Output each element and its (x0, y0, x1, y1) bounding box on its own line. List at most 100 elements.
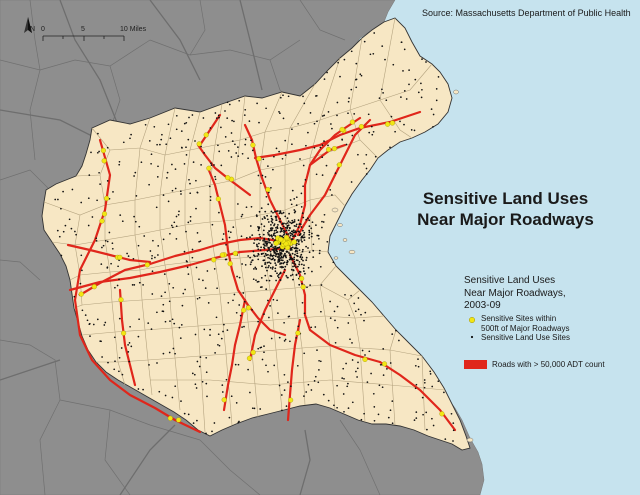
site-dot (264, 266, 267, 269)
site-dot (287, 224, 290, 227)
site-dot (297, 230, 300, 233)
site-dot (415, 383, 418, 386)
legend-title: Sensitive Land Uses Near Major Roadways,… (464, 275, 624, 313)
site-dot (269, 305, 271, 307)
site-dot (271, 255, 274, 258)
site-dot (133, 284, 136, 286)
site-dot (269, 253, 272, 256)
site-dot (267, 232, 269, 234)
site-dot (180, 130, 183, 132)
site-dot (287, 276, 289, 279)
site-dot (270, 234, 273, 237)
site-dot (147, 322, 150, 324)
site-dot (62, 190, 64, 193)
site-dot (298, 231, 301, 233)
site-dot (332, 261, 335, 264)
site-dot (257, 280, 260, 283)
site-dot (218, 211, 220, 214)
site-dot (273, 248, 276, 250)
north-arrow-icon (24, 17, 32, 33)
site-dot (171, 163, 173, 166)
site-dot (269, 250, 272, 253)
site-dot (233, 120, 235, 123)
site-dot (117, 265, 119, 268)
site-dot (264, 176, 267, 178)
site-dot (226, 101, 229, 104)
site-dot (298, 234, 301, 237)
site-dot (274, 245, 277, 248)
site-dot (250, 139, 252, 142)
site-dot (97, 132, 99, 135)
site-dot (163, 273, 166, 275)
legend-item-sites-within-500ft: Sensitive Sites within 500ft of Major Ro… (481, 314, 570, 334)
site-near-road-dot (91, 284, 97, 290)
site-dot (249, 391, 251, 394)
site-dot (98, 150, 100, 153)
site-dot (138, 225, 141, 228)
site-dot (350, 181, 353, 183)
site-dot (284, 252, 286, 255)
site-dot (278, 384, 281, 387)
site-dot (62, 230, 65, 233)
site-dot (202, 279, 204, 282)
site-dot (180, 324, 183, 326)
site-dot (363, 40, 366, 43)
site-dot (185, 230, 187, 233)
site-dot (292, 221, 295, 224)
site-dot (303, 312, 306, 315)
site-dot (210, 162, 212, 165)
site-dot (303, 270, 305, 273)
site-dot (300, 206, 303, 208)
road-route3-south (378, 360, 457, 432)
site-dot (347, 382, 349, 385)
site-dot (336, 326, 339, 329)
site-dot (274, 255, 277, 258)
site-dot (263, 238, 266, 241)
site-dot (282, 262, 285, 265)
site-dot (235, 152, 238, 154)
site-dot (347, 322, 350, 324)
site-dot (279, 234, 281, 237)
site-dot (417, 358, 419, 360)
site-dot (289, 256, 292, 259)
site-dot (278, 250, 281, 252)
site-dot (202, 117, 205, 119)
site-dot (280, 256, 283, 259)
site-dot (262, 252, 264, 255)
site-dot (129, 325, 131, 328)
site-dot (247, 157, 249, 160)
site-dot (343, 58, 346, 61)
site-dot (292, 265, 294, 268)
site-dot (158, 390, 161, 393)
site-dot (191, 372, 194, 375)
site-dot (249, 225, 252, 227)
road-route24 (286, 318, 302, 422)
road-i495 (73, 138, 202, 434)
site-dot (382, 92, 384, 94)
site-dot (251, 234, 254, 237)
site-dot (423, 381, 426, 384)
site-dot (283, 231, 285, 234)
site-dot (360, 313, 362, 316)
site-dot (151, 254, 153, 257)
site-near-road-dot (121, 330, 127, 336)
site-dot (365, 173, 368, 175)
site-dot (169, 232, 171, 235)
site-dot (217, 144, 219, 147)
site-dot (272, 298, 275, 301)
site-dot (263, 246, 265, 249)
site-dot (127, 351, 130, 353)
site-dot (153, 125, 156, 128)
site-dot (188, 178, 190, 181)
site-dot (127, 344, 129, 346)
site-dot (317, 234, 320, 237)
legend-title-line1: Sensitive Land Uses (464, 275, 556, 286)
map-title-line1: Sensitive Land Uses (422, 189, 589, 208)
site-dot (291, 189, 294, 192)
site-dot (103, 324, 106, 326)
site-dot (360, 74, 363, 77)
site-dot (294, 230, 297, 233)
site-dot (268, 246, 270, 249)
site-dot (253, 268, 255, 270)
